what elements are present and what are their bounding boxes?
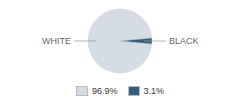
- html-text:3.1%: 3.1%: [143, 86, 164, 96]
- svg-text:WHITE: WHITE: [42, 36, 71, 46]
- svg-text:BLACK: BLACK: [169, 36, 199, 46]
- html-text:96.9%: 96.9%: [92, 86, 118, 96]
